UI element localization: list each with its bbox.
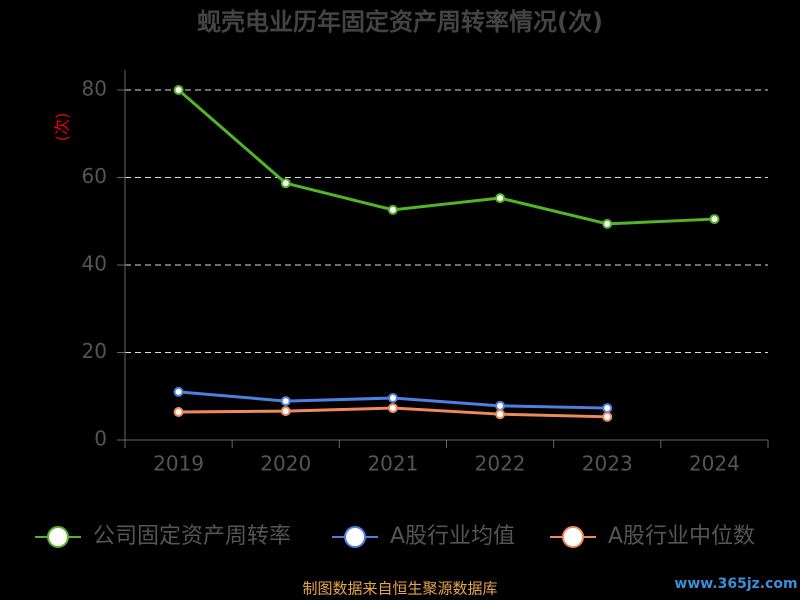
data-point	[173, 85, 184, 95]
y-tick-label: 0	[94, 427, 107, 451]
chart-title: 蚬壳电业历年固定资产周转率情况(次)	[197, 8, 603, 36]
data-point	[387, 393, 398, 403]
legend-marker	[562, 526, 584, 548]
legend-marker	[47, 526, 69, 548]
y-tick-label: 80	[82, 77, 107, 101]
data-point	[173, 386, 184, 397]
data-point	[280, 406, 291, 417]
x-tick-label: 2019	[153, 452, 204, 476]
watermark: www.365jz.com	[674, 576, 797, 592]
legend-label: A股行业中位数	[608, 524, 755, 549]
x-tick-label: 2020	[260, 452, 311, 476]
data-point	[602, 218, 613, 229]
data-point	[495, 400, 506, 411]
x-tick-label: 2023	[582, 452, 633, 476]
y-tick-label: 60	[82, 164, 107, 188]
data-point	[495, 193, 506, 204]
legend-marker	[344, 526, 366, 548]
data-point	[495, 409, 506, 420]
y-axis-label: (次)	[53, 113, 72, 142]
data-point	[709, 214, 720, 225]
x-tick-label: 2022	[475, 452, 526, 476]
data-point	[387, 204, 398, 215]
series-line	[177, 88, 715, 226]
legend-label: 公司固定资产周转率	[93, 524, 291, 549]
data-point	[173, 407, 184, 417]
data-point	[387, 403, 398, 414]
data-point	[280, 178, 291, 189]
data-point	[602, 411, 613, 422]
x-tick-label: 2021	[367, 452, 418, 476]
y-tick-label: 20	[82, 339, 107, 363]
data-point	[280, 396, 291, 407]
y-tick-label: 40	[82, 252, 107, 276]
legend-label: A股行业均值	[390, 524, 515, 549]
source-note: 制图数据来自恒生聚源数据库	[302, 580, 497, 598]
data-point	[602, 403, 613, 414]
x-tick-label: 2024	[689, 452, 740, 476]
